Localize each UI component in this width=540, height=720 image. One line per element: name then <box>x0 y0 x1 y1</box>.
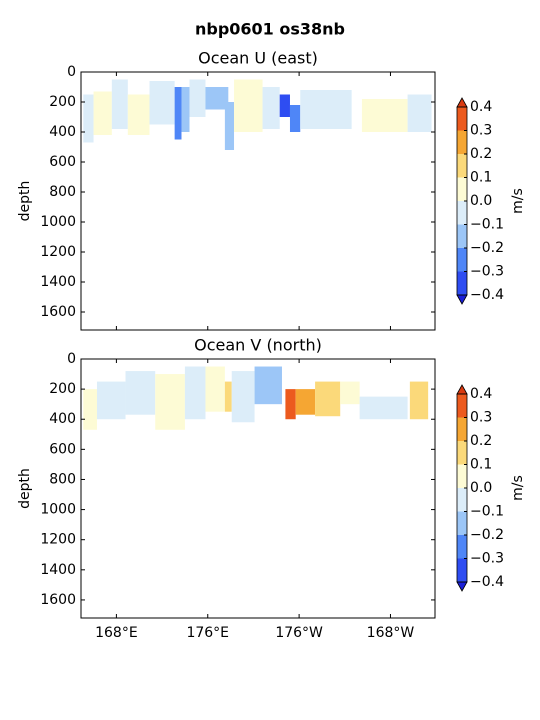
plot-frame <box>80 358 436 619</box>
x-tick-label: 168°W <box>367 625 415 641</box>
patch <box>315 381 341 417</box>
colorbar-segment <box>457 464 467 488</box>
colorbar-segment <box>457 248 467 272</box>
patch <box>96 381 126 420</box>
colorbar-tick-label: −0.1 <box>470 504 504 520</box>
y-tick-label: 1600 <box>40 592 76 608</box>
patch <box>93 91 112 135</box>
y-tick-label: 600 <box>49 441 76 457</box>
plot-frame <box>80 71 436 331</box>
y-tick-label: 800 <box>49 184 76 200</box>
y-tick-label: 200 <box>49 381 76 397</box>
figure-title: nbp0601 os38nb <box>195 20 345 39</box>
patch <box>262 87 280 129</box>
patch <box>340 381 360 405</box>
y-tick-label: 0 <box>67 64 76 80</box>
patch <box>289 105 301 132</box>
x-tick-label: 176°W <box>275 625 323 641</box>
y-tick-label: 400 <box>49 411 76 427</box>
colorbar-segment <box>457 177 467 201</box>
patch <box>125 371 156 415</box>
y-tick-label: 800 <box>49 471 76 487</box>
patch <box>231 371 255 423</box>
patch <box>149 81 175 125</box>
patch <box>205 87 229 110</box>
patch <box>359 396 408 420</box>
patch <box>361 99 408 132</box>
panel-title: Ocean V (north) <box>194 336 322 355</box>
patch <box>83 94 94 143</box>
patch <box>155 374 185 430</box>
x-tick-label: 168°E <box>95 625 138 641</box>
colorbar-tick-label: 0.1 <box>470 170 492 186</box>
y-tick-label: 1000 <box>40 502 76 518</box>
colorbar-tick-label: −0.2 <box>470 527 504 543</box>
y-tick-label: 200 <box>49 94 76 110</box>
y-axis-label: depth <box>17 468 33 509</box>
y-tick-label: 1000 <box>40 214 76 230</box>
patch <box>83 389 97 430</box>
colorbar-tick-label: −0.3 <box>470 264 504 280</box>
y-tick-label: 1600 <box>40 304 76 320</box>
patch <box>205 366 225 412</box>
patch <box>285 389 296 420</box>
colorbar-tick-label: 0.0 <box>470 480 492 496</box>
colorbar-tick-label: −0.4 <box>470 574 504 590</box>
y-tick-label: 0 <box>67 351 76 367</box>
colorbar-segment <box>457 535 467 559</box>
y-tick-label: 600 <box>49 154 76 170</box>
y-tick-label: 1200 <box>40 532 76 548</box>
colorbar-label: m/s <box>510 475 526 501</box>
patch <box>409 381 429 420</box>
patch <box>279 94 290 117</box>
patch <box>300 90 352 129</box>
colorbar-segment <box>457 107 467 131</box>
colorbar-segment <box>457 394 467 418</box>
colorbar-tick-label: 0.2 <box>470 146 492 162</box>
colorbar-tick-label: 0.3 <box>470 123 492 139</box>
y-tick-label: 400 <box>49 124 76 140</box>
colorbar-segment <box>457 488 467 512</box>
colorbar-tick-label: −0.4 <box>470 287 504 303</box>
colorbar-tick-label: −0.3 <box>470 551 504 567</box>
colorbar-tick-label: 0.1 <box>470 457 492 473</box>
colorbar-tick-label: −0.1 <box>470 217 504 233</box>
patch <box>224 102 235 150</box>
patch <box>111 79 128 129</box>
colorbar-segment <box>457 441 467 465</box>
patch <box>407 94 432 132</box>
y-tick-label: 1200 <box>40 244 76 260</box>
colorbar-label: m/s <box>510 188 526 214</box>
colorbar-tick-label: 0.2 <box>470 433 492 449</box>
patch <box>189 79 206 117</box>
colorbar-tick-label: 0.4 <box>470 386 492 402</box>
colorbar-segment <box>457 154 467 178</box>
colorbar-segment <box>457 417 467 441</box>
colorbar-tick-label: 0.4 <box>470 99 492 115</box>
patch <box>224 381 232 412</box>
patch <box>295 389 316 415</box>
x-tick-label: 176°E <box>186 625 229 641</box>
patch <box>254 366 282 405</box>
colorbar-segment <box>457 224 467 248</box>
patch <box>184 366 206 420</box>
colorbar-tick-label: 0.0 <box>470 193 492 209</box>
colorbar-segment <box>457 201 467 225</box>
colorbar-segment <box>457 271 467 295</box>
y-tick-label: 1400 <box>40 562 76 578</box>
patch <box>181 87 190 132</box>
colorbar-segment <box>457 511 467 535</box>
colorbar-segment <box>457 130 467 154</box>
panel-title: Ocean U (east) <box>198 49 318 68</box>
colorbar-tick-label: −0.2 <box>470 240 504 256</box>
y-tick-label: 1400 <box>40 274 76 290</box>
y-axis-label: depth <box>17 181 33 222</box>
patch <box>174 87 182 140</box>
patch <box>234 79 263 132</box>
patch <box>127 94 150 135</box>
colorbar-tick-label: 0.3 <box>470 410 492 426</box>
colorbar-segment <box>457 558 467 582</box>
